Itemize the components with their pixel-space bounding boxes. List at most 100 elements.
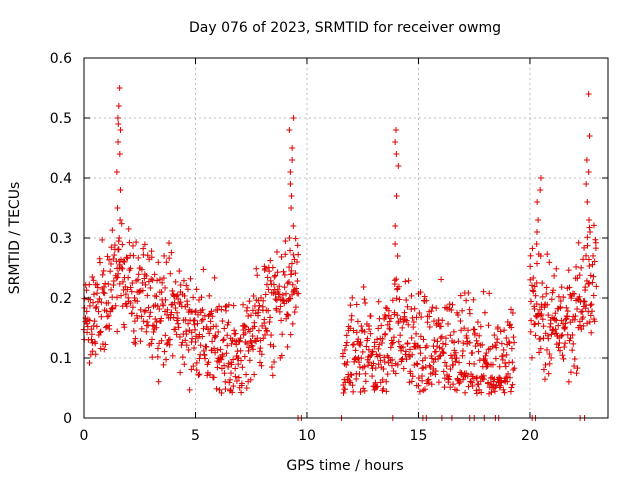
data-point [403,297,410,304]
data-point [113,169,120,175]
data-point [366,326,373,333]
data-point [129,280,136,287]
data-point [404,340,411,347]
data-point [559,352,566,359]
data-point [293,285,300,292]
data-point [503,335,510,342]
data-point [141,241,148,248]
data-point [168,249,175,256]
data-point [584,320,591,327]
data-point [146,313,153,320]
data-point [132,335,139,342]
data-point [537,345,544,352]
data-point [104,253,111,260]
data-point [391,311,398,318]
data-point [283,290,290,297]
data-point [433,305,440,312]
data-point [428,355,435,362]
data-point [381,331,388,338]
data-point [129,304,136,311]
data-point [508,384,515,391]
data-point [288,205,295,211]
data-point [504,378,511,385]
data-point [254,335,261,342]
data-point [294,258,301,265]
data-point [464,340,471,347]
data-point [453,355,460,362]
data-point [119,265,126,272]
x-tick-label: 10 [298,428,316,444]
data-point [589,308,596,315]
data-point [224,332,231,339]
data-point [441,384,448,391]
data-point [381,358,388,365]
data-point [357,339,364,346]
data-point [428,308,435,315]
data-point [479,341,486,348]
data-point [562,340,569,347]
data-point [407,346,414,353]
data-point [205,359,212,366]
data-point [534,199,541,205]
data-point [131,318,138,325]
data-point [105,299,112,306]
y-tick-label: 0.4 [50,171,72,187]
data-point [564,313,571,320]
data-point [539,280,546,287]
data-point [154,277,161,284]
data-point [169,287,176,294]
data-point [465,327,472,334]
data-point [392,127,399,133]
data-point [553,317,560,324]
data-point [141,308,148,315]
data-point [457,292,464,299]
data-point [473,387,480,394]
grid-lines [84,58,608,418]
data-point [565,378,572,385]
data-point [546,259,553,266]
data-point [176,333,183,340]
data-point [138,325,145,332]
data-point [497,382,504,389]
data-point [565,267,572,274]
data-point [135,271,142,278]
data-point [360,284,367,291]
data-point [383,378,390,385]
data-point [371,339,378,346]
data-point [417,344,424,351]
data-point [567,335,574,342]
data-point [166,341,173,348]
data-point [246,357,253,364]
data-point [419,377,426,384]
data-point [143,328,150,335]
data-point [136,288,143,295]
data-point [198,317,205,324]
data-point [273,248,280,255]
data-point [393,276,400,283]
data-point [460,340,467,347]
data-point [218,365,225,372]
data-point [148,275,155,282]
data-point [439,317,446,324]
data-point [116,261,123,268]
data-point [593,283,600,290]
data-point [185,346,192,353]
data-point [265,307,272,314]
data-point [409,314,416,321]
data-point [163,341,170,348]
data-point [158,289,165,296]
data-point [583,181,590,187]
data-point [463,297,470,304]
data-point [135,254,142,261]
data-point [394,361,401,368]
data-point [553,265,560,272]
data-point [278,317,285,324]
data-point [172,278,179,285]
data-point [361,387,368,394]
data-point [427,364,434,371]
data-point [150,329,157,336]
data-point [405,321,412,328]
data-point [483,350,490,357]
data-point [148,248,155,255]
data-point [404,303,411,310]
